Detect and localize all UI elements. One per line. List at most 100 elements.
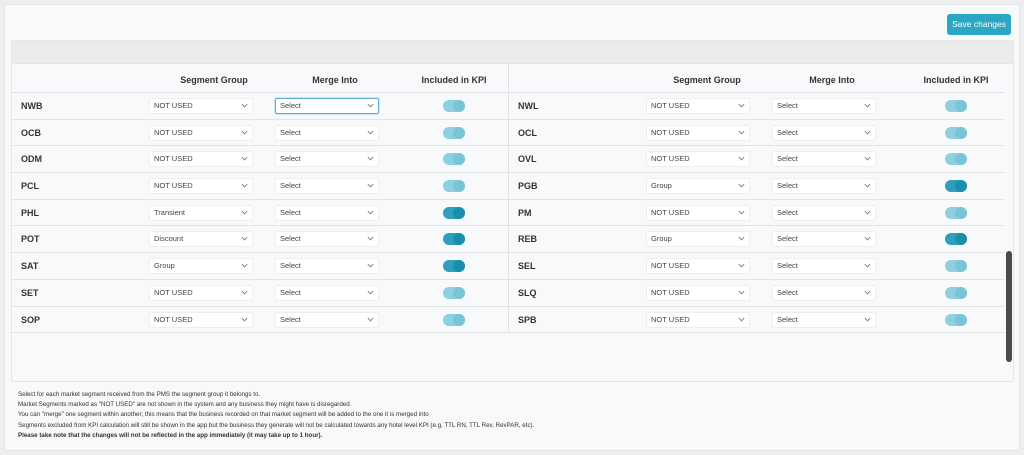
- kpi-toggle[interactable]: [945, 180, 967, 193]
- merge-into-select[interactable]: Select: [772, 151, 876, 168]
- segment-group-select[interactable]: Transient: [149, 204, 253, 221]
- chevron-down-icon: [241, 210, 248, 215]
- merge-into-select[interactable]: Select: [275, 284, 379, 301]
- merge-into-select[interactable]: Select: [275, 231, 379, 248]
- chevron-down-icon: [864, 157, 871, 161]
- segment-group-select[interactable]: Discount: [149, 231, 253, 248]
- segment-code: SEL: [518, 261, 536, 272]
- chevron-down-icon: [367, 317, 374, 321]
- merge-into-select[interactable]: Select: [772, 204, 876, 221]
- segment-group-select[interactable]: NOT USED: [646, 98, 750, 114]
- segment-code: NWB: [21, 101, 43, 111]
- kpi-toggle[interactable]: [443, 233, 465, 246]
- chevron-down-icon: [864, 290, 871, 295]
- segment-group-value: NOT USED: [154, 154, 193, 164]
- segment-group-select[interactable]: NOT USED: [149, 311, 253, 328]
- toggle-knob: [453, 206, 465, 219]
- segment-group-value: NOT USED: [154, 181, 193, 191]
- merge-into-select[interactable]: Select: [772, 98, 876, 114]
- merge-into-select[interactable]: Select: [772, 124, 876, 141]
- kpi-toggle[interactable]: [443, 180, 465, 193]
- segment-group-value: NOT USED: [651, 261, 690, 271]
- toggle-knob: [453, 153, 465, 166]
- segment-group-select[interactable]: Group: [646, 231, 750, 248]
- segment-row: PGB Group Select: [509, 173, 1004, 200]
- help-notes: Select for each market segment received …: [18, 390, 918, 441]
- merge-into-value: Select: [280, 287, 301, 297]
- kpi-toggle[interactable]: [945, 286, 967, 299]
- segment-group-select[interactable]: NOT USED: [149, 284, 253, 301]
- header-included-in-kpi: Included in KPI: [923, 75, 989, 85]
- table-header-left: Segment Group Merge Into Included in KPI: [12, 64, 508, 93]
- merge-into-select[interactable]: Select: [772, 178, 876, 195]
- merge-into-select[interactable]: Select: [772, 284, 876, 301]
- segment-group-value: Group: [154, 261, 175, 271]
- toggle-knob: [955, 233, 967, 246]
- segment-code: SLQ: [518, 287, 537, 298]
- toggle-knob: [955, 206, 967, 219]
- segment-group-select[interactable]: Group: [149, 258, 253, 275]
- merge-into-value: Select: [777, 101, 798, 110]
- segment-group-select[interactable]: NOT USED: [149, 98, 253, 114]
- merge-into-select[interactable]: Select: [275, 124, 379, 141]
- segment-code: PGB: [518, 181, 538, 192]
- kpi-toggle[interactable]: [443, 100, 465, 112]
- kpi-toggle[interactable]: [945, 260, 967, 273]
- kpi-toggle[interactable]: [945, 206, 967, 219]
- segment-group-select[interactable]: NOT USED: [149, 178, 253, 195]
- segment-group-select[interactable]: NOT USED: [646, 311, 750, 328]
- segment-group-select[interactable]: NOT USED: [646, 258, 750, 275]
- segment-row: SET NOT USED Select: [12, 280, 508, 307]
- merge-into-select[interactable]: Select: [275, 151, 379, 168]
- chevron-down-icon: [367, 210, 374, 215]
- kpi-toggle[interactable]: [443, 126, 465, 139]
- kpi-toggle[interactable]: [443, 260, 465, 273]
- scrollbar-thumb[interactable]: [1006, 251, 1012, 362]
- table-header-right: Segment Group Merge Into Included in KPI: [509, 64, 1004, 93]
- segment-code: PHL: [21, 207, 39, 218]
- segment-group-select[interactable]: NOT USED: [646, 151, 750, 168]
- chevron-down-icon: [864, 130, 871, 135]
- kpi-toggle[interactable]: [945, 233, 967, 246]
- merge-into-select[interactable]: Select: [275, 98, 379, 114]
- market-segments-page: Save changes Segment Group Merge Into In…: [4, 4, 1020, 451]
- segment-group-select[interactable]: Group: [646, 178, 750, 195]
- kpi-toggle[interactable]: [443, 286, 465, 299]
- segment-row: SLQ NOT USED Select: [509, 280, 1004, 307]
- kpi-toggle[interactable]: [443, 153, 465, 166]
- merge-into-select[interactable]: Select: [772, 311, 876, 328]
- toggle-knob: [955, 286, 967, 299]
- merge-into-select[interactable]: Select: [275, 311, 379, 328]
- kpi-toggle[interactable]: [945, 313, 967, 326]
- merge-into-value: Select: [777, 127, 798, 137]
- segment-group-value: Group: [651, 181, 672, 191]
- kpi-toggle[interactable]: [443, 206, 465, 219]
- merge-into-select[interactable]: Select: [275, 178, 379, 195]
- segment-group-select[interactable]: NOT USED: [646, 284, 750, 301]
- merge-into-value: Select: [777, 261, 798, 271]
- kpi-toggle[interactable]: [945, 100, 967, 112]
- merge-into-select[interactable]: Select: [772, 258, 876, 275]
- segment-group-select[interactable]: NOT USED: [646, 204, 750, 221]
- segment-code: SET: [21, 287, 39, 298]
- chevron-down-icon: [738, 130, 745, 135]
- segment-group-select[interactable]: NOT USED: [646, 124, 750, 141]
- segment-row: PCL NOT USED Select: [12, 173, 508, 200]
- segment-group-value: Discount: [154, 234, 184, 244]
- save-changes-button[interactable]: Save changes: [947, 14, 1011, 35]
- kpi-toggle[interactable]: [443, 313, 465, 326]
- merge-into-select[interactable]: Select: [772, 231, 876, 248]
- vertical-scrollbar[interactable]: [1005, 97, 1013, 381]
- merge-into-select[interactable]: Select: [275, 258, 379, 275]
- segment-code: SAT: [21, 261, 39, 272]
- kpi-toggle[interactable]: [945, 153, 967, 166]
- segment-group-select[interactable]: NOT USED: [149, 124, 253, 141]
- merge-into-value: Select: [280, 154, 301, 164]
- segment-code: OCL: [518, 127, 537, 138]
- segment-group-select[interactable]: NOT USED: [149, 151, 253, 168]
- kpi-toggle[interactable]: [945, 126, 967, 139]
- chevron-down-icon: [738, 103, 745, 108]
- merge-into-select[interactable]: Select: [275, 204, 379, 221]
- merge-into-value: Select: [777, 207, 798, 217]
- header-segment-group: Segment Group: [673, 75, 741, 85]
